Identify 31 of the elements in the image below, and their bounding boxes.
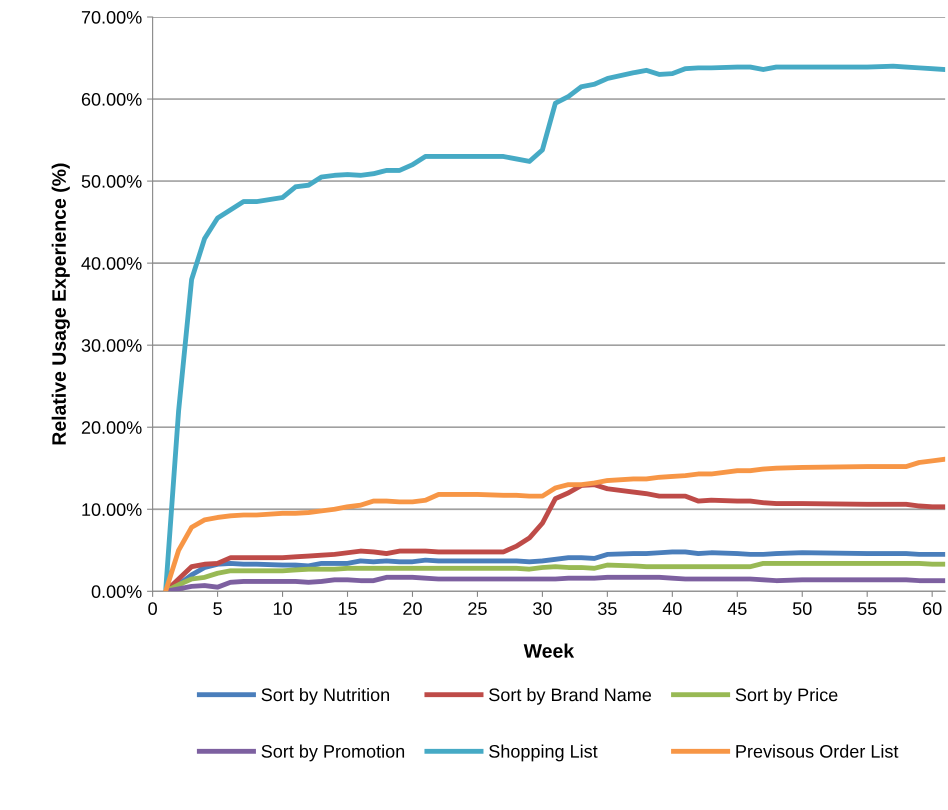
x-tick-label: 60 xyxy=(923,602,942,615)
y-tick-label: 10.00% xyxy=(82,503,142,516)
y-tick-label: 20.00% xyxy=(82,421,142,434)
x-tick-label: 45 xyxy=(728,602,747,615)
legend-label: Shopping List xyxy=(489,744,598,762)
legend-label: Sort by Promotion xyxy=(262,744,404,762)
line-series xyxy=(163,64,946,592)
y-tick-label: 0.00% xyxy=(92,585,142,598)
legend-label: Sort by Brand Name xyxy=(489,688,652,705)
legend-label: Previsous Order List xyxy=(736,744,898,758)
x-tick-label: 40 xyxy=(662,602,682,615)
x-tick-label: 15 xyxy=(338,602,357,615)
x-tick-label: 35 xyxy=(598,602,617,615)
y-tick-label: 60.00% xyxy=(82,92,142,106)
y-axis-title: Relative Usage Experience (%) xyxy=(52,164,70,444)
x-tick-label: 50 xyxy=(792,602,812,615)
x-tick-label: 25 xyxy=(468,602,487,615)
x-tick-label: 30 xyxy=(533,602,552,615)
y-tick-label: 40.00% xyxy=(81,257,142,270)
x-axis-title: Week xyxy=(524,644,574,658)
line-series xyxy=(163,456,946,592)
y-tick-label: 50.00% xyxy=(82,175,142,188)
x-tick-label: 20 xyxy=(403,602,422,615)
x-tick-label: 55 xyxy=(858,602,876,615)
legend-label: Sort by Nutrition xyxy=(262,688,389,705)
x-tick-label: 5 xyxy=(213,602,222,615)
x-tick-label: 0 xyxy=(148,602,157,615)
legend-label: Sort by Price xyxy=(736,688,838,705)
x-tick-label: 10 xyxy=(274,602,292,615)
y-tick-label: 70.00% xyxy=(82,10,142,24)
y-tick-label: 30.00% xyxy=(82,339,142,352)
